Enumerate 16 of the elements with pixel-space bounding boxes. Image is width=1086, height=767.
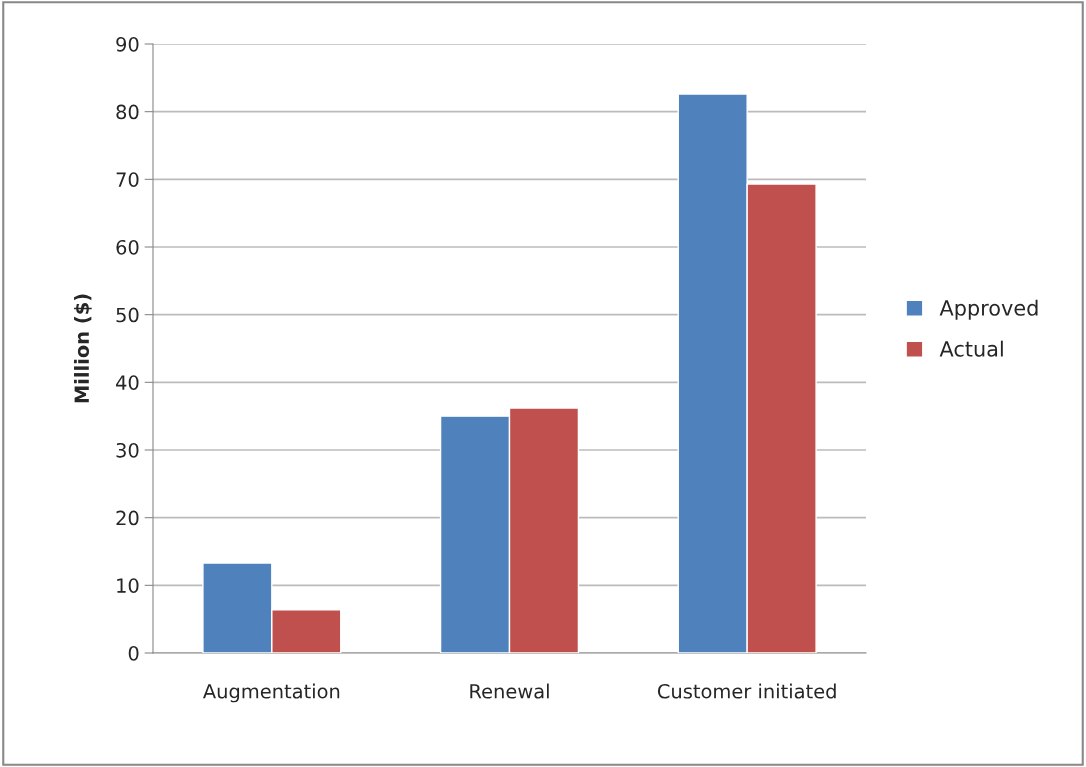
x-tick-label: Customer initiated: [657, 683, 836, 699]
legend-label: Actual: [939, 340, 1003, 357]
y-tick-label: 70: [116, 172, 139, 187]
y-tick-label: 0: [128, 645, 139, 661]
x-tick-label: Augmentation: [203, 683, 340, 703]
y-tick-label: 50: [116, 307, 139, 323]
legend-label: Approved: [939, 299, 1038, 320]
y-tick-label: 60: [116, 239, 139, 255]
y-tick-label: 80: [116, 104, 139, 120]
x-tick-label: Renewal: [470, 683, 549, 699]
y-axis-title: Million ($): [74, 294, 92, 403]
y-tick-label: 40: [116, 375, 139, 390]
y-tick-label: 10: [117, 578, 139, 593]
y-tick-label: 90: [116, 36, 139, 52]
y-tick-label: 20: [116, 510, 139, 526]
y-tick-label: 30: [116, 442, 139, 458]
